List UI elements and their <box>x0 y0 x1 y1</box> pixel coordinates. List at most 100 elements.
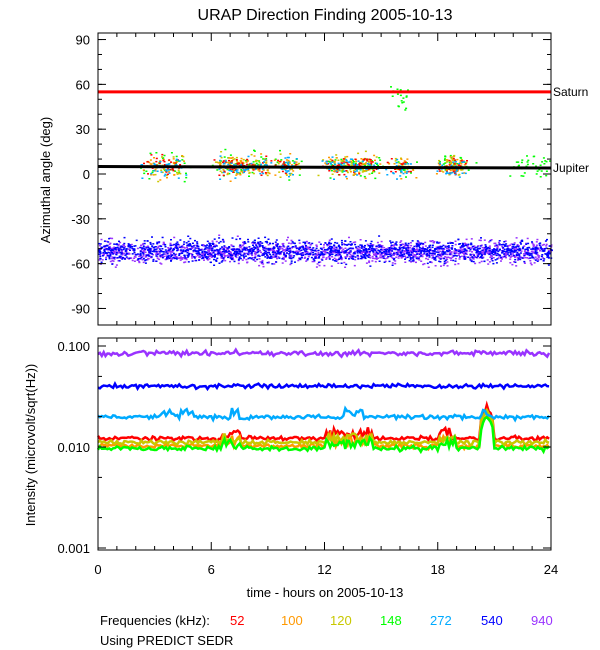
data-point <box>330 163 332 165</box>
data-point <box>175 247 178 250</box>
data-point <box>431 255 434 257</box>
data-point <box>359 168 362 171</box>
data-point <box>286 246 289 248</box>
data-point <box>411 248 414 250</box>
data-point <box>358 162 361 165</box>
data-point <box>418 249 421 251</box>
data-point <box>467 243 470 246</box>
data-point <box>343 243 345 245</box>
data-point <box>226 172 229 175</box>
data-point <box>314 257 317 259</box>
data-point <box>296 252 299 254</box>
data-point <box>185 174 188 176</box>
data-point <box>517 258 520 260</box>
data-point <box>289 251 292 254</box>
data-point <box>437 245 440 248</box>
data-point <box>310 251 313 253</box>
data-point <box>171 251 174 253</box>
data-point <box>283 252 285 254</box>
data-point <box>489 239 492 242</box>
data-point <box>518 248 521 250</box>
data-point <box>378 260 381 262</box>
data-point <box>254 160 257 163</box>
data-point <box>102 252 105 255</box>
data-point <box>257 237 260 239</box>
data-point <box>531 242 534 245</box>
data-point <box>142 254 145 256</box>
data-point <box>106 248 108 250</box>
data-point <box>103 240 106 242</box>
data-point <box>206 244 208 246</box>
data-point <box>247 253 249 255</box>
data-point <box>248 163 251 166</box>
data-point <box>123 236 126 239</box>
data-point <box>397 249 400 251</box>
data-point <box>239 244 242 246</box>
data-point <box>366 160 369 162</box>
data-point <box>127 253 130 255</box>
data-point <box>288 248 291 250</box>
data-point <box>338 163 341 166</box>
data-point <box>174 162 177 164</box>
data-point <box>481 246 484 249</box>
data-point <box>513 247 516 250</box>
data-point <box>356 249 359 252</box>
data-point <box>131 253 134 255</box>
data-point <box>510 255 513 257</box>
data-point <box>367 255 370 258</box>
data-point <box>364 251 367 253</box>
data-point <box>504 240 507 242</box>
data-point <box>325 249 328 251</box>
data-point <box>344 250 347 252</box>
data-point <box>170 161 172 163</box>
data-point <box>234 177 237 179</box>
data-point <box>444 255 447 258</box>
data-point <box>547 256 550 259</box>
data-point <box>194 255 197 258</box>
data-point <box>202 252 205 254</box>
y-tick-label: 90 <box>76 33 90 48</box>
data-point <box>223 246 226 248</box>
data-point <box>517 161 520 163</box>
data-point <box>444 253 447 255</box>
data-point <box>462 244 464 246</box>
data-point <box>152 253 154 256</box>
data-point <box>512 243 514 246</box>
data-point <box>114 247 117 249</box>
data-point <box>146 240 149 242</box>
data-point <box>387 251 390 253</box>
data-point <box>241 172 244 174</box>
data-point <box>315 247 318 250</box>
data-point <box>409 247 412 249</box>
data-point <box>363 256 366 258</box>
data-point <box>418 246 421 249</box>
data-point <box>261 171 264 173</box>
data-point <box>253 248 255 251</box>
data-point <box>349 158 352 160</box>
data-point <box>100 247 103 249</box>
data-point <box>153 169 156 172</box>
data-point <box>260 251 263 254</box>
data-point <box>527 159 530 162</box>
data-point <box>404 109 407 111</box>
data-point <box>488 249 491 252</box>
data-point <box>390 252 392 254</box>
data-point <box>121 254 124 256</box>
data-point <box>149 152 152 155</box>
data-point <box>404 245 407 247</box>
data-point <box>449 253 452 255</box>
data-point <box>310 249 313 251</box>
data-point <box>228 163 231 165</box>
data-point <box>535 244 538 246</box>
data-point <box>405 162 408 164</box>
data-point <box>237 171 240 174</box>
data-point <box>216 161 219 163</box>
data-point <box>463 161 466 163</box>
data-point <box>479 252 482 255</box>
series-line-120 <box>97 407 550 448</box>
data-point <box>367 248 370 250</box>
data-point <box>328 241 331 244</box>
data-point <box>141 243 144 246</box>
data-point <box>436 242 439 244</box>
data-point <box>348 258 350 260</box>
